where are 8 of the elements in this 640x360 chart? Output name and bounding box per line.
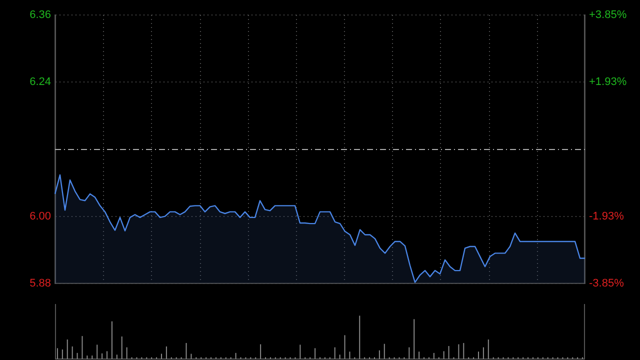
y-tick-label: 5.88 — [30, 277, 51, 290]
y2-tick-label: +3.85% — [589, 9, 627, 22]
y-tick-label: 6.36 — [30, 9, 51, 22]
y-tick-label: 6.24 — [30, 76, 51, 88]
y2-tick-label: -1.93% — [589, 210, 624, 223]
y-tick-label: 6.00 — [30, 210, 51, 222]
y2-tick-label: +1.93% — [589, 76, 627, 88]
y2-tick-label: -3.85% — [589, 277, 624, 290]
